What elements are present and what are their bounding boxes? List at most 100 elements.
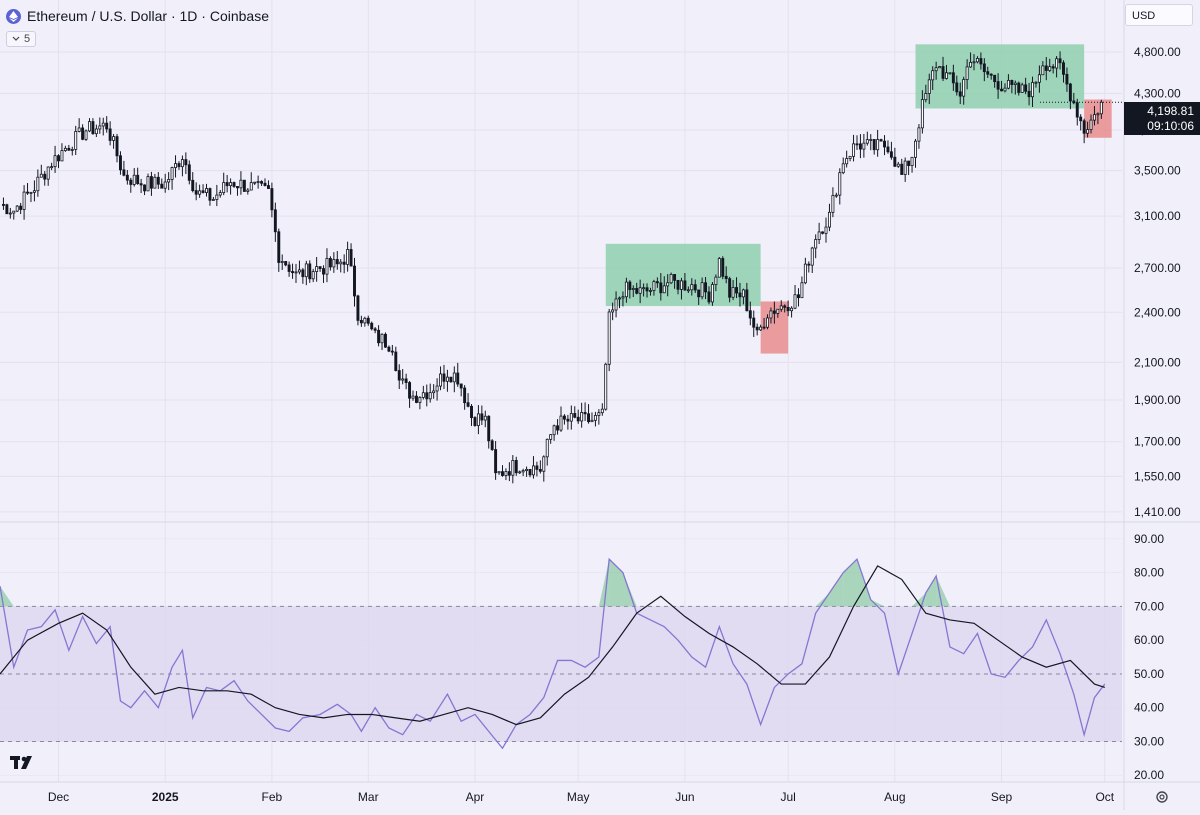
candle-body: [569, 413, 573, 422]
candle-body: [1075, 102, 1079, 118]
candle-body: [876, 139, 880, 151]
candle-body: [497, 471, 501, 474]
candle-body: [920, 99, 924, 129]
candle-body: [160, 183, 164, 189]
candle-body: [101, 122, 105, 127]
candle-body: [883, 140, 886, 148]
tradingview-logo[interactable]: [10, 754, 38, 775]
candle-body: [580, 412, 584, 422]
candle-body: [311, 271, 315, 280]
candle-body: [872, 139, 876, 151]
candle-body: [201, 190, 205, 193]
candle-body: [800, 282, 804, 299]
candle-body: [39, 173, 43, 178]
candle-body: [12, 210, 16, 214]
candle-body: [256, 181, 260, 183]
green-zone-1: [605, 243, 761, 307]
candle-body: [339, 261, 343, 265]
candle-body: [724, 275, 728, 280]
candle-body: [232, 182, 236, 187]
candle-body: [139, 183, 143, 186]
candle-body: [669, 274, 673, 284]
currency-selector[interactable]: USD: [1125, 4, 1193, 26]
candle-body: [459, 383, 463, 389]
time-tick-label: Oct: [1095, 790, 1114, 804]
candle-body: [284, 261, 288, 266]
candle-body: [356, 295, 360, 321]
candle-body: [917, 127, 921, 142]
candle-body: [242, 179, 246, 192]
candle-body: [834, 194, 838, 197]
candle-body: [1079, 116, 1083, 122]
candle-body: [211, 199, 215, 201]
candle-body: [380, 333, 384, 344]
symbol-header[interactable]: Ethereum / U.S. Dollar · 1D · Coinbase: [6, 6, 269, 26]
candle-body: [714, 276, 718, 285]
candle-body: [910, 156, 914, 166]
candle-body: [449, 376, 453, 383]
tradingview-logo-icon: [10, 756, 32, 769]
candle-body: [1017, 82, 1021, 93]
candle-body: [146, 176, 150, 192]
candle-body: [559, 415, 563, 431]
candle-body: [105, 122, 109, 130]
candle-body: [108, 128, 112, 141]
candle-body: [208, 188, 212, 201]
last-price-label: 4,198.81 09:10:06: [1124, 102, 1200, 135]
candle-body: [855, 143, 859, 146]
candle-body: [1020, 84, 1024, 93]
indicator-toggle[interactable]: 5: [6, 31, 37, 47]
candle-body: [700, 282, 704, 298]
candle-body: [642, 287, 646, 290]
rsi-tick-label: 20.00: [1134, 768, 1164, 782]
candle-body: [1037, 74, 1041, 83]
candle-body: [218, 192, 222, 196]
candle-body: [1058, 58, 1062, 64]
overbought-fill: [829, 572, 844, 607]
candle-body: [77, 127, 81, 132]
candle-body: [414, 395, 418, 403]
candle-body: [717, 258, 721, 278]
candle-body: [132, 174, 136, 185]
candle-body: [287, 264, 291, 272]
candle-body: [514, 460, 518, 474]
candle-body: [143, 184, 147, 192]
candle-body: [428, 392, 432, 400]
candle-body: [322, 268, 325, 275]
candle-body: [29, 191, 33, 194]
candle-body: [566, 418, 570, 422]
candle-body: [993, 74, 997, 82]
candle-body: [335, 259, 339, 265]
candle-body: [50, 166, 54, 169]
time-tick-label: Apr: [466, 790, 485, 804]
candle-body: [270, 188, 274, 211]
candle-body: [779, 305, 783, 310]
candle-body: [22, 191, 26, 210]
candle-body: [153, 176, 157, 189]
candle-body: [5, 204, 9, 215]
candle-body: [969, 61, 973, 68]
candle-body: [824, 226, 828, 234]
candle-body: [821, 231, 825, 234]
candle-body: [1031, 82, 1034, 98]
candle-body: [869, 139, 873, 141]
candle-body: [463, 387, 467, 404]
candle-body: [979, 58, 983, 65]
price-tick-label: 3,500.00: [1134, 164, 1181, 178]
candle-body: [900, 163, 904, 175]
price-tick-label: 2,700.00: [1134, 261, 1181, 275]
candle-body: [1092, 114, 1096, 121]
gear-icon[interactable]: [1154, 789, 1170, 805]
candle-body: [222, 182, 226, 194]
candle-body: [194, 190, 198, 195]
candle-body: [686, 289, 690, 292]
candle-body: [790, 307, 794, 312]
candle-body: [1044, 65, 1048, 71]
candle-body: [359, 319, 363, 324]
candle-body: [1051, 66, 1055, 69]
candle-body: [1003, 87, 1007, 92]
candle-body: [122, 169, 126, 176]
candle-body: [772, 310, 776, 314]
